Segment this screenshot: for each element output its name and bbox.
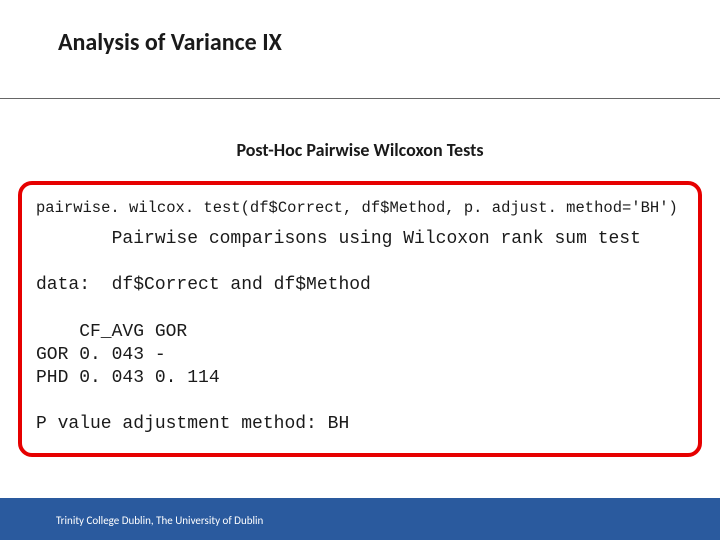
section-subtitle: Post-Hoc Pairwise Wilcoxon Tests <box>0 139 720 161</box>
code-output-data-line: data: df$Correct and df$Method <box>36 275 371 295</box>
code-output-adjustment: P value adjustment method: BH <box>36 414 349 434</box>
footer-text: Trinity College Dublin, The University o… <box>56 514 263 527</box>
divider <box>0 98 720 99</box>
code-output-table-row-1: GOR 0. 043 - <box>36 345 166 365</box>
code-output-table-row-2: PHD 0. 043 0. 114 <box>36 368 220 388</box>
code-output-box: pairwise. wilcox. test(df$Correct, df$Me… <box>18 181 702 457</box>
code-output-header: Pairwise comparisons using Wilcoxon rank… <box>36 229 641 249</box>
code-output-body: Pairwise comparisons using Wilcoxon rank… <box>36 228 684 435</box>
page-title: Analysis of Variance IX <box>58 28 282 57</box>
code-command-line: pairwise. wilcox. test(df$Correct, df$Me… <box>36 199 684 218</box>
slide-root: Analysis of Variance IX Post-Hoc Pairwis… <box>0 0 720 540</box>
code-output-table-header: CF_AVG GOR <box>36 322 187 342</box>
